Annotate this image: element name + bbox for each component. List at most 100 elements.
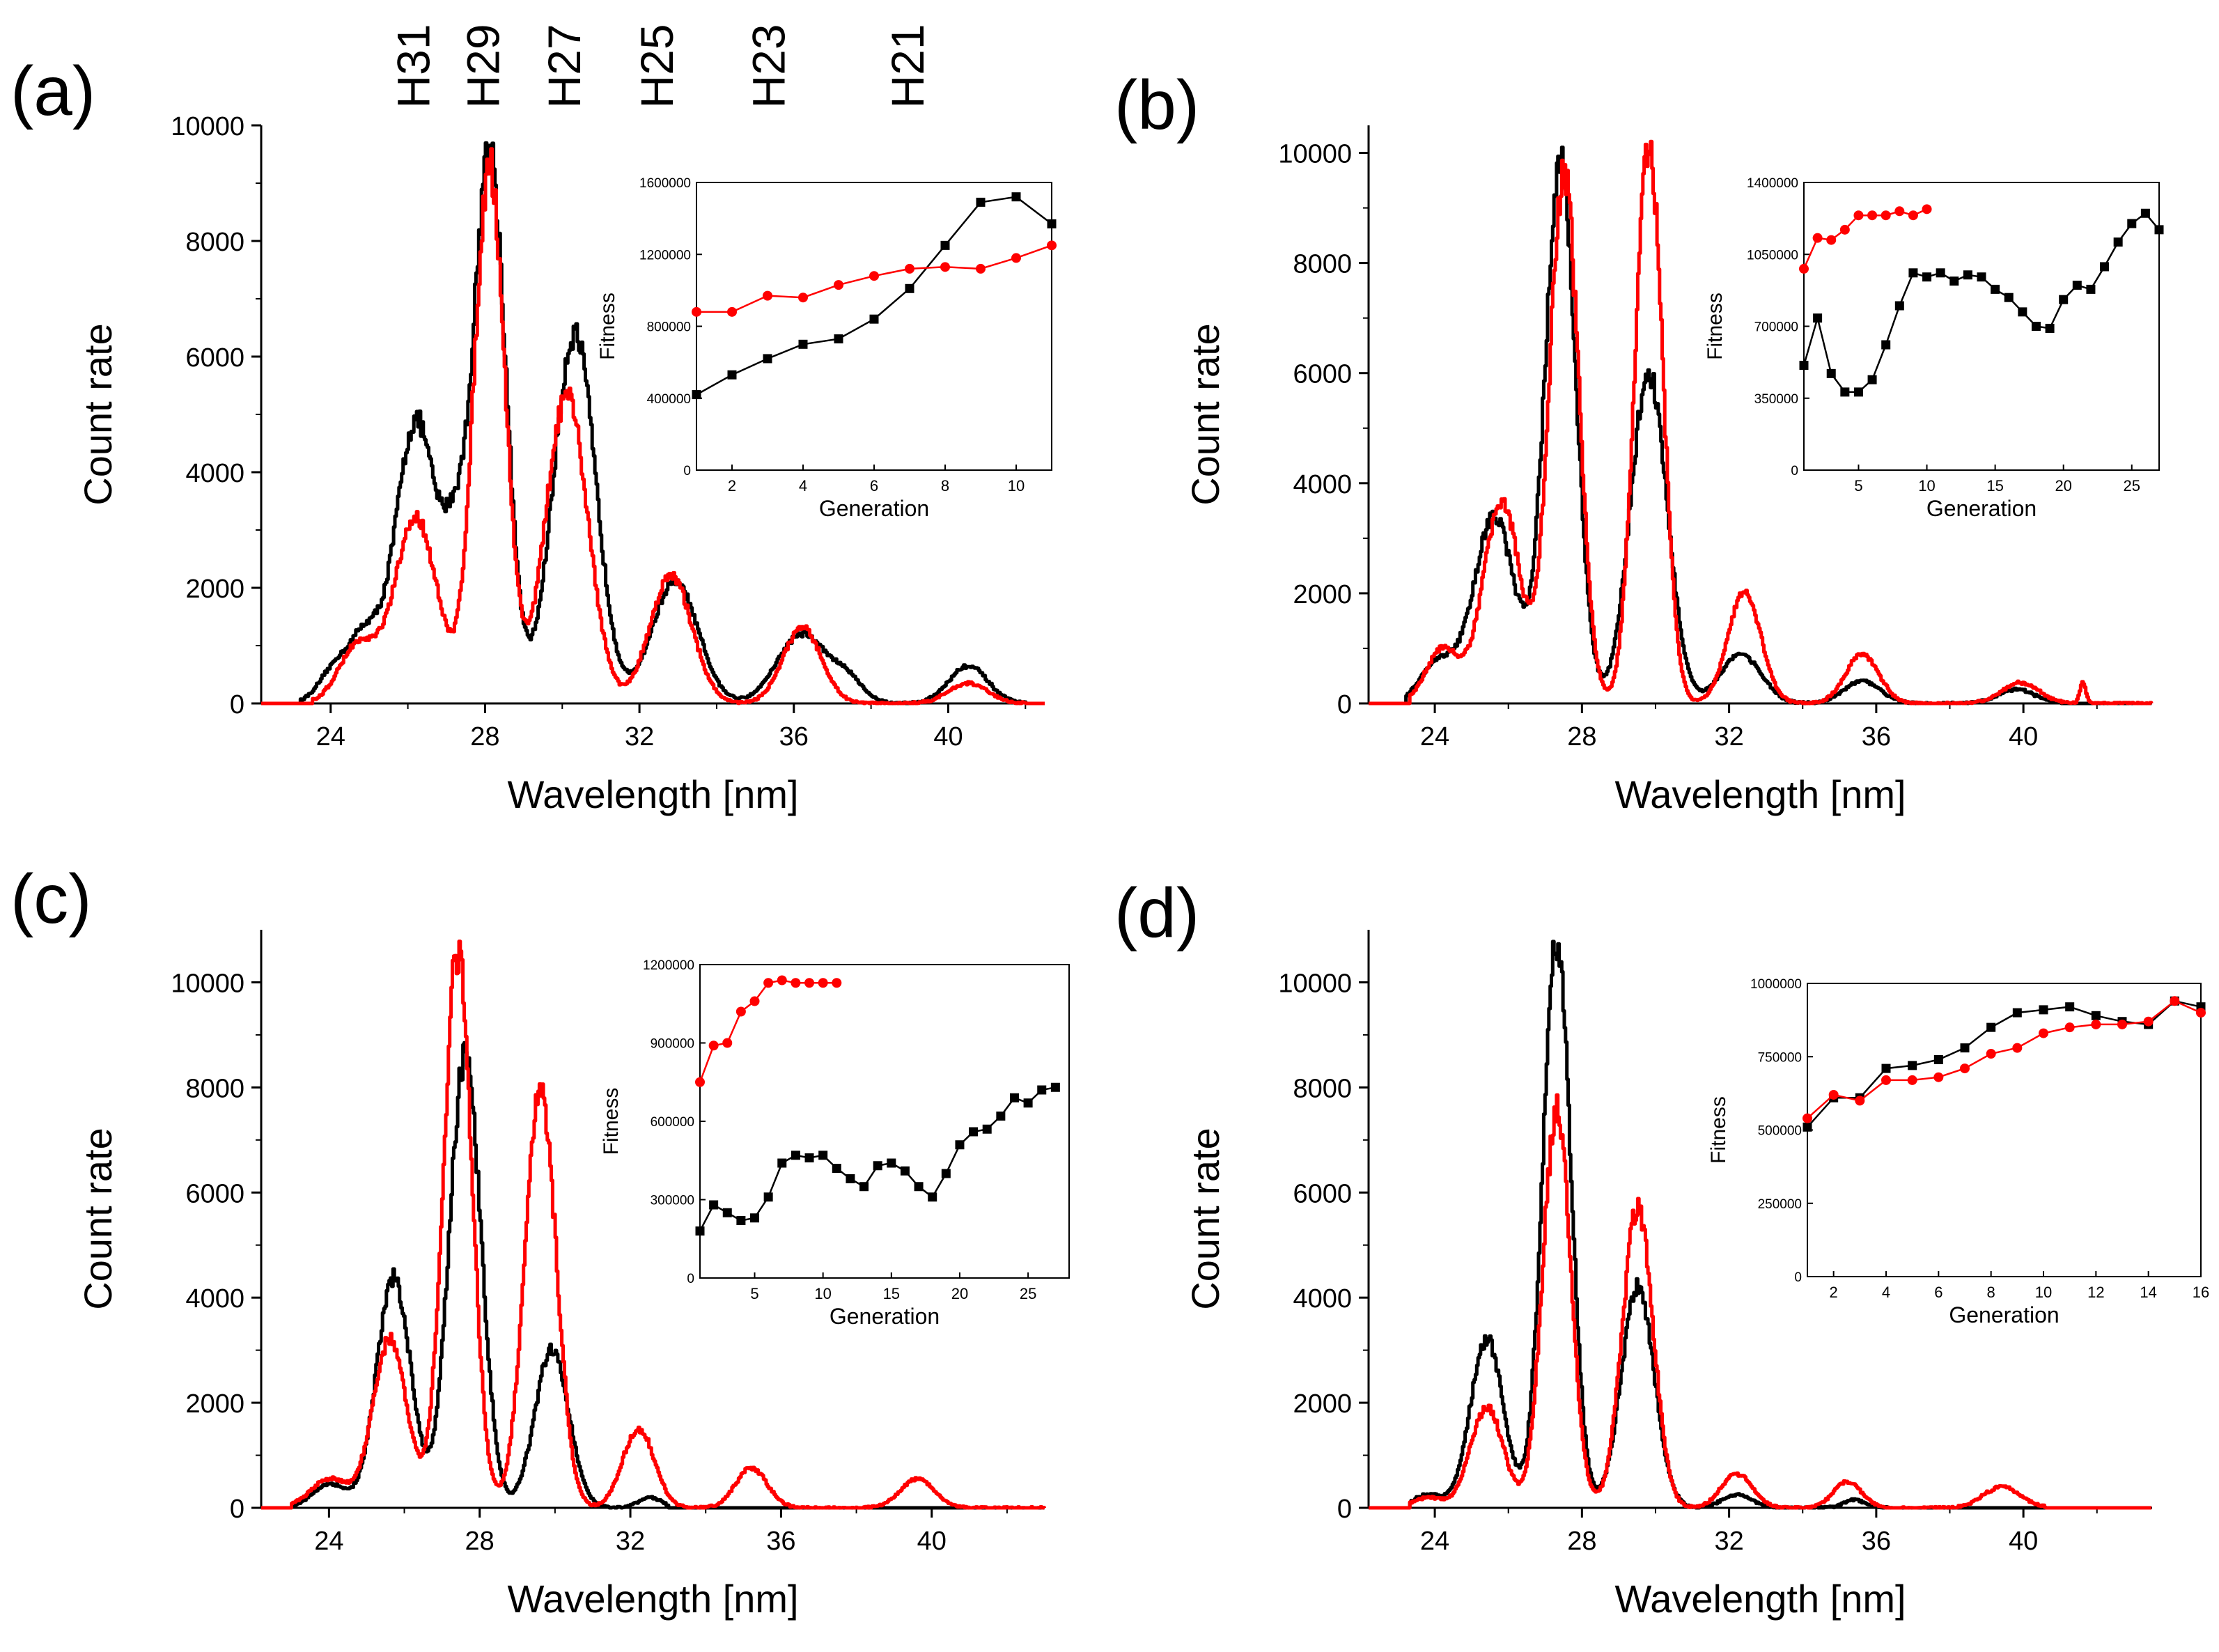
inset-point-red — [1894, 206, 1905, 217]
inset-point-black — [2065, 1002, 2075, 1012]
inset-point-red — [905, 263, 914, 274]
spectrum-line-black — [1368, 146, 2152, 706]
inset-point-black — [2045, 323, 2055, 333]
y-tick-label: 0 — [230, 1495, 244, 1524]
y-tick-label: 10000 — [1278, 969, 1352, 998]
inset-x-tick-label: 4 — [799, 477, 807, 494]
x-tick-label: 40 — [2009, 722, 2038, 751]
inset-point-black — [982, 1124, 992, 1134]
x-axis-label: Wavelength [nm] — [507, 772, 798, 816]
inset-point-red — [1855, 1096, 1865, 1106]
y-tick-label: 4000 — [1293, 470, 1352, 499]
y-tick-label: 10000 — [171, 112, 244, 141]
inset-point-black — [1011, 192, 1021, 202]
inset-point-black — [818, 1151, 828, 1160]
inset-y-tick-label: 0 — [1791, 464, 1798, 478]
inset-point-red — [1960, 1063, 1970, 1074]
inset-point-red — [1907, 1075, 1917, 1085]
x-tick-label: 28 — [465, 1527, 495, 1556]
inset-point-red — [818, 978, 828, 988]
x-axis-label: Wavelength [nm] — [1614, 772, 1906, 816]
x-tick-label: 36 — [1862, 1527, 1891, 1556]
inset-point-black — [887, 1158, 896, 1168]
inset-y-axis-label: Fitness — [1704, 293, 1727, 360]
inset-point-black — [905, 283, 914, 293]
inset-x-tick-label: 10 — [814, 1285, 831, 1302]
harmonic-label: H25 — [631, 24, 683, 108]
inset-x-tick-label: 15 — [883, 1285, 900, 1302]
inset-point-black — [1853, 387, 1863, 397]
inset-point-black — [834, 334, 843, 344]
inset-point-black — [1977, 272, 1986, 282]
inset-point-red — [777, 975, 787, 985]
inset-point-red — [722, 1038, 733, 1048]
inset-point-black — [832, 1164, 841, 1173]
inset-point-black — [941, 1169, 951, 1178]
inset-line-black — [699, 1086, 1056, 1232]
x-tick-label: 28 — [470, 722, 499, 751]
inset-point-black — [928, 1192, 937, 1202]
inset-x-tick-label: 16 — [2193, 1284, 2209, 1301]
inset-y-tick-label: 250000 — [1758, 1197, 1802, 1212]
inset-point-black — [736, 1216, 746, 1225]
inset-y-tick-label: 500000 — [1758, 1124, 1802, 1139]
inset-y-axis-label: Fitness — [600, 1088, 623, 1155]
panel-label: (a) — [10, 52, 95, 130]
inset-y-tick-label: 1400000 — [1747, 176, 1798, 191]
inset-point-black — [695, 1226, 705, 1236]
inset-x-tick-label: 6 — [1934, 1284, 1942, 1301]
inset-point-black — [873, 1161, 882, 1171]
x-tick-label: 32 — [1714, 722, 1743, 751]
harmonic-labels: H31 H29 H27 H25 H23 H21 — [388, 24, 933, 108]
inset-y-tick-label: 0 — [683, 464, 691, 478]
y-tick-label: 2000 — [1293, 580, 1352, 609]
inset-y-tick-label: 750000 — [1758, 1050, 1802, 1065]
y-tick-label: 10000 — [1278, 140, 1352, 169]
inset-point-black — [750, 1213, 760, 1223]
y-tick-label: 6000 — [185, 343, 244, 373]
inset-point-red — [692, 306, 701, 317]
inset-y-tick-label: 1200000 — [643, 958, 694, 973]
inset-point-black — [727, 370, 737, 380]
inset-point-red — [735, 1006, 746, 1017]
inset-point-red — [869, 271, 879, 281]
x-tick-label: 32 — [616, 1527, 645, 1556]
inset-point-black — [1881, 340, 1891, 350]
inset-y-tick-label: 1200000 — [639, 248, 691, 263]
panel-label: (b) — [1114, 66, 1199, 144]
inset-point-black — [2091, 1011, 2101, 1020]
inset-point-red — [1812, 233, 1823, 243]
inset-x-tick-label: 5 — [750, 1285, 758, 1302]
y-tick-label: 0 — [1337, 690, 1352, 719]
x-tick-label: 36 — [1862, 722, 1891, 751]
inset-point-red — [1986, 1049, 1996, 1059]
inset-point-black — [1986, 1022, 1996, 1032]
harmonic-label: H23 — [743, 24, 795, 108]
panel-a: (a)24 28 32 36 400200040006000800010000Wavel… — [10, 24, 1057, 816]
inset-y-tick-label: 300000 — [651, 1194, 694, 1208]
inset-point-black — [1960, 1043, 1970, 1053]
inset-point-red — [804, 978, 815, 988]
inset-point-red — [2064, 1022, 2075, 1033]
inset-y-tick-label: 1600000 — [639, 176, 691, 191]
inset-point-red — [1828, 1089, 1839, 1100]
inset-point-black — [2018, 307, 2027, 317]
inset-point-black — [869, 314, 879, 324]
inset-point-black — [791, 1151, 800, 1160]
inset-point-red — [832, 978, 842, 988]
x-tick-label: 24 — [316, 722, 345, 751]
inset-frame — [1803, 182, 2160, 471]
harmonic-label: H21 — [882, 24, 933, 108]
inset-point-red — [708, 1041, 719, 1051]
inset-x-tick-label: 8 — [941, 477, 949, 494]
inset-point-red — [1853, 210, 1864, 221]
inset-point-black — [1023, 1098, 1033, 1108]
spectrum-line-red — [1368, 139, 2154, 706]
y-axis-label: Count rate — [1183, 1128, 1227, 1310]
inset-frame — [1807, 983, 2202, 1277]
y-tick-label: 2000 — [1293, 1389, 1352, 1419]
y-tick-label: 0 — [1337, 1495, 1352, 1524]
spectrum-line-black — [260, 1041, 1045, 1510]
